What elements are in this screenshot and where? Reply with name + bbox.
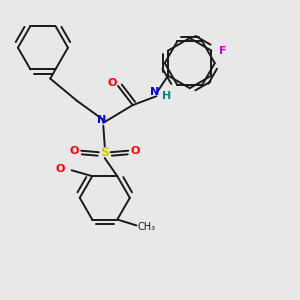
- Text: N: N: [150, 87, 160, 97]
- Text: F: F: [219, 46, 226, 56]
- Text: N: N: [97, 116, 106, 125]
- Text: H: H: [162, 91, 171, 101]
- Text: CH₃: CH₃: [138, 222, 156, 232]
- Text: O: O: [131, 146, 140, 156]
- Text: O: O: [107, 78, 117, 88]
- Text: O: O: [69, 146, 79, 156]
- Text: O: O: [56, 164, 65, 174]
- Text: S: S: [100, 146, 109, 159]
